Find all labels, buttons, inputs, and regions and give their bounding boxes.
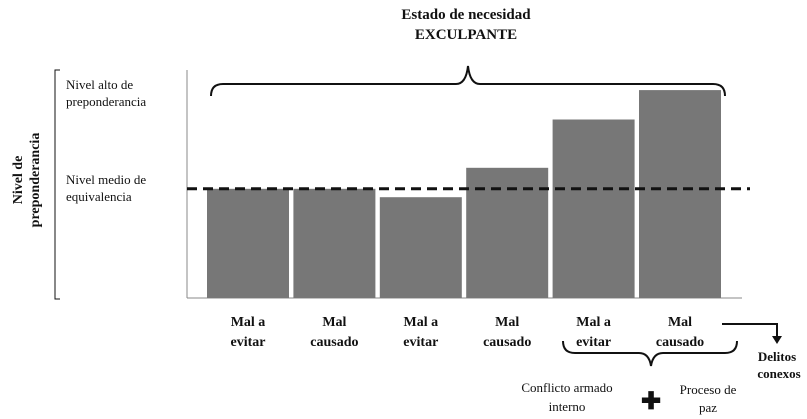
bar-1 (207, 188, 289, 298)
x-tick-label-3-line2: evitar (403, 335, 438, 350)
conflicto-armado-label-line1: Conflicto armado (521, 380, 612, 395)
bar-3 (379, 197, 462, 298)
chart-title-line1: Estado de necesidad (401, 7, 531, 23)
x-tick-label-5-line2: evitar (576, 335, 611, 350)
chart-title-line2: EXCULPANTE (415, 27, 517, 43)
x-tick-label-5-line1: Mal a (576, 315, 611, 330)
bar-6 (639, 90, 721, 298)
top-brace (210, 65, 726, 97)
arrowhead (772, 336, 782, 344)
delitos-conexos-label-line1: Delitos (758, 349, 796, 364)
delitos-conexos-arrow (722, 323, 778, 338)
delitos-conexos-label-line2: conexos (757, 366, 800, 381)
x-tick-label-2-line1: Mal (322, 315, 346, 330)
x-tick-label-1-line1: Mal a (231, 315, 266, 330)
y-annotation-high-line1: Nivel alto de (66, 77, 133, 92)
x-tick-label-4-line2: causado (483, 335, 531, 350)
bar-5 (552, 119, 635, 298)
bottom-brace (562, 340, 738, 367)
y-axis-label-line2: preponderancia (28, 133, 43, 228)
x-tick-label-2-line2: causado (310, 335, 358, 350)
proceso-de-paz-label-line1: Proceso de (680, 382, 737, 397)
y-annotation-high-line2: preponderancia (66, 94, 146, 109)
proceso-de-paz-label-line2: paz (699, 400, 717, 415)
x-tick-label-4-line1: Mal (495, 315, 519, 330)
y-annotation-mid-line1: Nivel medio de (66, 172, 146, 187)
plus-icon: ✚ (641, 389, 661, 415)
x-tick-label-1-line2: evitar (231, 335, 266, 350)
y-axis-label-line1: Nivel de (11, 156, 26, 205)
x-tick-label-3-line1: Mal a (403, 315, 438, 330)
x-tick-label-6-line1: Mal (668, 315, 692, 330)
y-annotation-mid-line2: equivalencia (66, 189, 132, 204)
y-range-bracket (54, 69, 60, 300)
bar-2 (293, 188, 376, 298)
conflicto-armado-label-line2: interno (549, 399, 586, 414)
x-tick-label-6-line2: causado (656, 335, 704, 350)
